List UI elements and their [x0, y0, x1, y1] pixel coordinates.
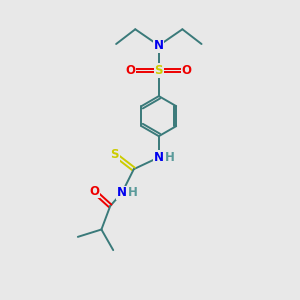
Text: O: O: [89, 185, 99, 198]
Text: H: H: [165, 151, 175, 164]
Text: O: O: [126, 64, 136, 77]
Text: H: H: [128, 186, 138, 199]
Text: S: S: [110, 148, 119, 161]
Text: O: O: [182, 64, 192, 77]
Text: N: N: [117, 186, 127, 199]
Text: S: S: [154, 64, 163, 77]
Text: N: N: [154, 39, 164, 52]
Text: N: N: [154, 151, 164, 164]
